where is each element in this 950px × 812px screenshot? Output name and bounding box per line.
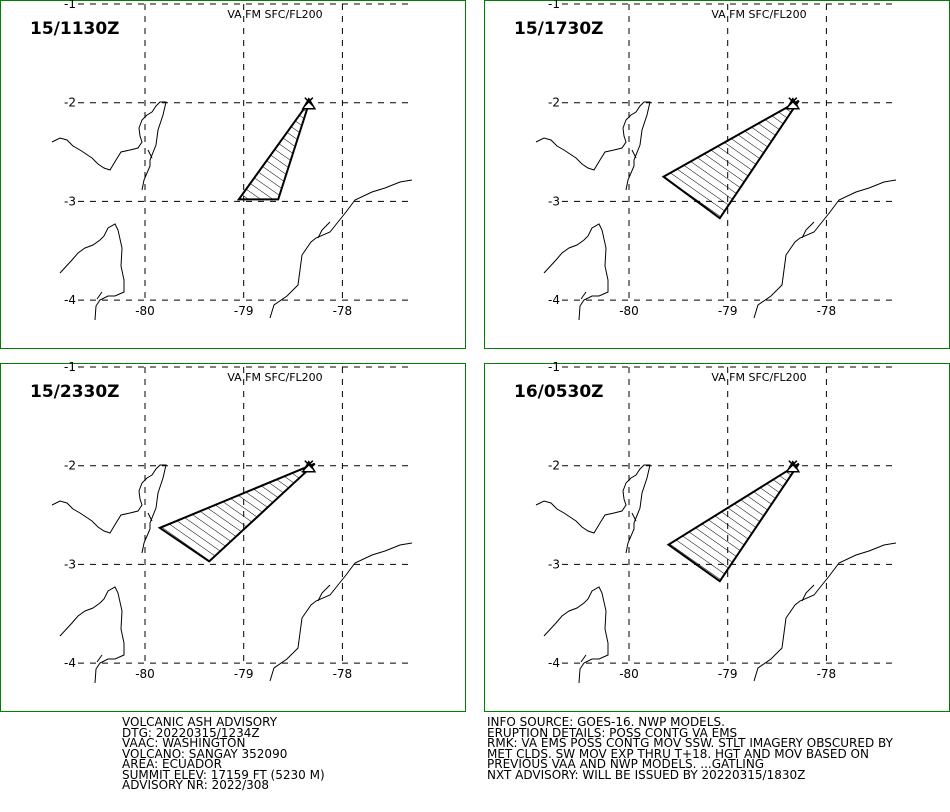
coastline bbox=[631, 149, 637, 159]
lat-tick-label: -4 bbox=[548, 293, 560, 307]
lat-tick-label: -3 bbox=[548, 194, 560, 208]
advisory-remarks-2: MET CLDS. SW MOV EXP THRU T+18. HGT AND … bbox=[487, 746, 869, 761]
lon-tick-label: -78 bbox=[817, 304, 837, 318]
lat-tick-label: -2 bbox=[548, 96, 560, 110]
panel-time-label: 15/1130Z bbox=[30, 19, 120, 39]
map-panel-1: -80 -79 -78 -1 -2 -3 -4 15/1130Z VA FM SFC/FL200 bbox=[0, 0, 466, 349]
panel-level-label: VA FM SFC/FL200 bbox=[711, 371, 806, 384]
lon-tick-label: -80 bbox=[135, 304, 155, 318]
advisory-number: ADVISORY NR: 2022/308 bbox=[122, 778, 270, 792]
lat-tick-label: -1 bbox=[64, 0, 76, 11]
country-border bbox=[269, 179, 413, 319]
volcano-cross-icon bbox=[304, 460, 314, 470]
advisory-title: VOLCANIC ASH ADVISORY bbox=[122, 715, 278, 729]
lon-tick-label: -79 bbox=[234, 667, 254, 681]
lon-tick-label: -78 bbox=[817, 667, 837, 681]
lat-tick-label: -3 bbox=[64, 194, 76, 208]
volcano-cross-icon bbox=[304, 97, 314, 107]
advisory-dtg: DTG: 20220315/1234Z bbox=[122, 725, 260, 740]
country-border bbox=[317, 584, 331, 602]
coastline bbox=[51, 101, 167, 191]
country-border bbox=[317, 221, 331, 239]
map-panel-2: -80 -79 -78 -1 -2 -3 -4 15/1730Z VA FM SFC/FL200 bbox=[484, 0, 950, 349]
panel-time-label: 15/1730Z bbox=[514, 19, 604, 39]
country-border bbox=[801, 584, 815, 602]
lat-tick-label: -2 bbox=[548, 459, 560, 473]
panel-level-label: VA FM SFC/FL200 bbox=[711, 8, 806, 21]
coastline bbox=[543, 586, 609, 684]
lat-tick-label: -4 bbox=[64, 293, 76, 307]
lon-tick-label: -78 bbox=[333, 304, 353, 318]
coastline bbox=[543, 223, 609, 321]
volcano-cross-icon bbox=[788, 460, 798, 470]
volcano-cross-icon bbox=[788, 97, 798, 107]
advisory-info-source: INFO SOURCE: GOES-16. NWP MODELS. bbox=[487, 715, 725, 729]
lon-tick-label: -80 bbox=[619, 667, 639, 681]
lon-tick-label: -80 bbox=[619, 304, 639, 318]
lat-tick-label: -4 bbox=[64, 656, 76, 670]
map-panel-4: -80 -79 -78 -1 -2 -3 -4 16/0530Z VA FM SFC/FL200 bbox=[484, 360, 950, 712]
lon-tick-label: -79 bbox=[718, 304, 738, 318]
panel-level-label: VA FM SFC/FL200 bbox=[227, 371, 322, 384]
map-panel-3: -80 -79 -78 -1 -2 -3 -4 15/2330Z VA FM SFC/FL200 bbox=[0, 360, 466, 712]
panel-time-label: 15/2330Z bbox=[30, 382, 120, 402]
advisory-header-block: VOLCANIC ASH ADVISORY DTG: 20220315/1234… bbox=[122, 715, 462, 792]
coastline bbox=[580, 291, 587, 300]
lon-tick-label: -79 bbox=[234, 304, 254, 318]
coastline bbox=[59, 223, 125, 321]
coastline bbox=[535, 464, 651, 554]
panel-frame bbox=[0, 0, 466, 349]
advisory-eruption-details: ERUPTION DETAILS: POSS CONTG VA EMS bbox=[487, 725, 738, 740]
country-border bbox=[269, 542, 413, 682]
panel-level-label: VA FM SFC/FL200 bbox=[227, 8, 322, 21]
lon-tick-label: -79 bbox=[718, 667, 738, 681]
lat-tick-label: -1 bbox=[64, 360, 76, 374]
advisory-summit-elev: SUMMIT ELEV: 17159 FT (5230 M) bbox=[122, 767, 325, 782]
lon-tick-label: -80 bbox=[135, 667, 155, 681]
coastline bbox=[96, 291, 103, 300]
lat-tick-label: -2 bbox=[64, 96, 76, 110]
coastline bbox=[580, 654, 587, 663]
coastline bbox=[51, 464, 167, 554]
advisory-details-block: INFO SOURCE: GOES-16. NWP MODELS. ERUPTI… bbox=[487, 715, 947, 782]
advisory-remarks-1: RMK: VA EMS POSS CONTG MOV SSW. STLT IMA… bbox=[487, 736, 893, 750]
country-border bbox=[753, 179, 897, 319]
lat-tick-label: -3 bbox=[64, 557, 76, 571]
lat-tick-label: -1 bbox=[548, 360, 560, 374]
lat-tick-label: -4 bbox=[548, 656, 560, 670]
coastline bbox=[96, 654, 103, 663]
lat-tick-label: -3 bbox=[548, 557, 560, 571]
ash-cloud-polygon bbox=[236, 100, 311, 201]
advisory-volcano: VOLCANO: SANGAY 352090 bbox=[122, 746, 288, 761]
lat-tick-label: -2 bbox=[64, 459, 76, 473]
coastline bbox=[147, 149, 153, 159]
country-border bbox=[753, 542, 897, 682]
coastline bbox=[59, 586, 125, 684]
country-border bbox=[801, 221, 815, 239]
ash-cloud-polygon bbox=[661, 99, 800, 220]
advisory-remarks-3: PREVIOUS VAA AND NWP MODELS. ...GATLING bbox=[487, 757, 765, 771]
advisory-next: NXT ADVISORY: WILL BE ISSUED BY 20220315… bbox=[487, 767, 806, 782]
lat-tick-label: -1 bbox=[548, 0, 560, 11]
advisory-vaac: VAAC: WASHINGTON bbox=[122, 736, 246, 750]
advisory-area: AREA: ECUADOR bbox=[122, 757, 222, 771]
forecast-maps: -80 -79 -78 -1 -2 -3 -4 15/1130Z VA FM SFC/FL200… bbox=[0, 0, 950, 712]
ash-cloud-polygon bbox=[157, 462, 316, 563]
coastline bbox=[535, 101, 651, 191]
coastline bbox=[147, 512, 153, 522]
panel-time-label: 16/0530Z bbox=[514, 382, 604, 402]
coastline bbox=[631, 512, 637, 522]
ash-cloud-polygon bbox=[666, 462, 800, 583]
lon-tick-label: -78 bbox=[333, 667, 353, 681]
